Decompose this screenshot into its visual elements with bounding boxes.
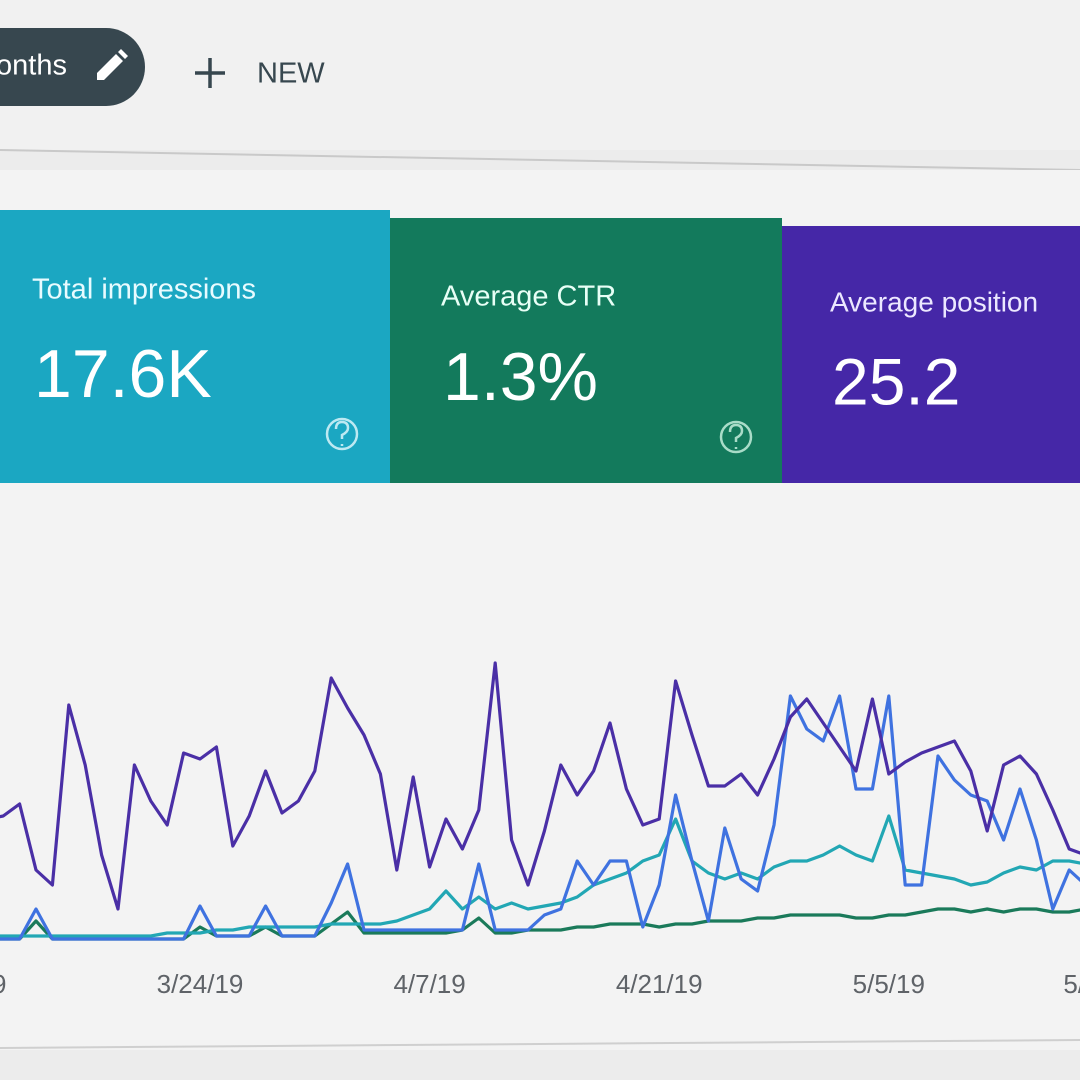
help-icon[interactable] [325,417,359,451]
date-chip-text: onths [0,50,67,82]
panel-border [0,1039,1080,1049]
x-tick-label: 4/7/19 [393,969,465,999]
x-tick-label: 5/5/19 [853,969,925,999]
edit-icon[interactable] [97,49,128,80]
metric-card[interactable] [782,226,1080,483]
series-line [0,814,1080,938]
metric-label: Total impressions [32,274,256,306]
plus-icon [195,58,225,88]
metric-value: 25.2 [832,344,960,418]
metric-card[interactable] [390,218,782,483]
metric-card[interactable] [0,210,390,483]
new-button[interactable]: NEW [257,58,325,90]
series-line [0,661,1080,911]
help-icon[interactable] [719,420,753,454]
metric-value: 17.6K [34,336,212,412]
date-chip[interactable] [0,28,145,106]
metric-label: Average CTR [441,281,616,313]
plot-area: 9 3/24/19 4/7/19 4/21/19 5/5/19 5/ [0,661,1080,999]
series-line [0,694,1080,941]
metric-label: Average position [830,286,1038,317]
metric-value: 1.3% [443,339,598,415]
x-tick-label: 5/ [1063,969,1080,999]
x-tick-label: 4/21/19 [616,969,703,999]
toolbar [0,0,1080,150]
x-tick-label: 3/24/19 [157,969,244,999]
x-tick-label: 9 [0,969,6,999]
divider [0,149,1080,171]
